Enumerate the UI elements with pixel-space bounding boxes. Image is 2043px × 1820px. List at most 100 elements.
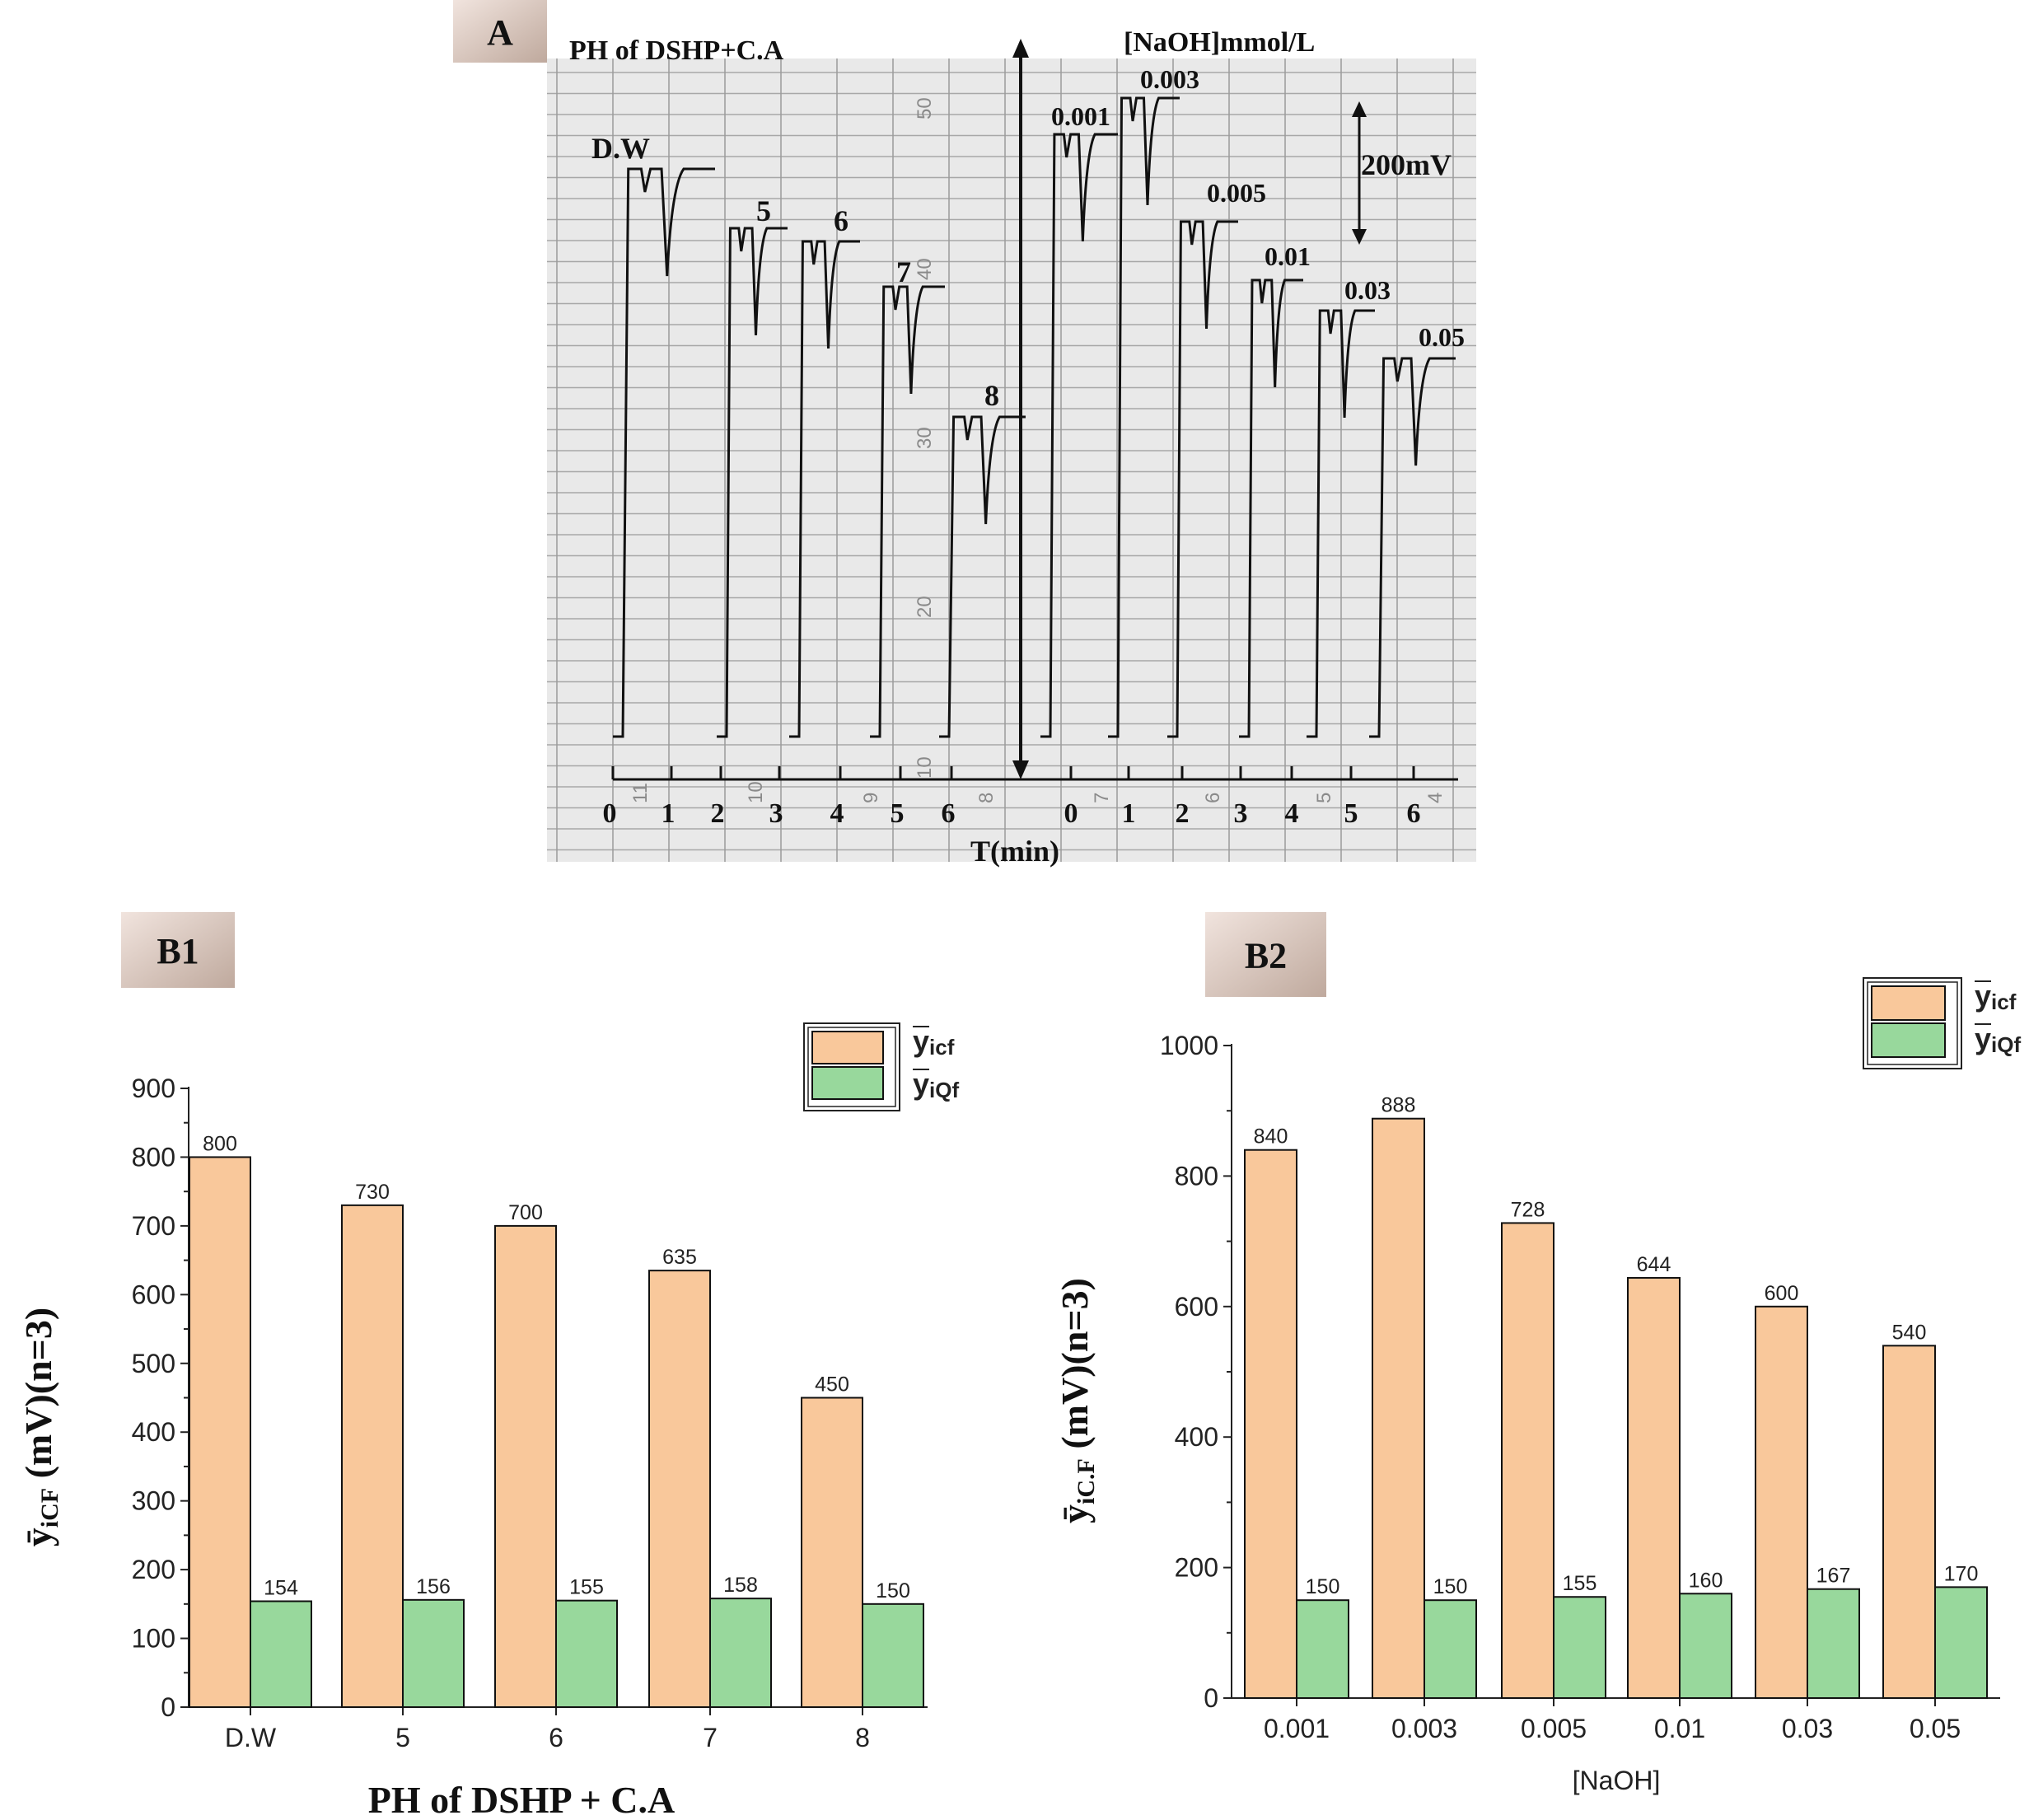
data-label: 150 (1306, 1575, 1340, 1598)
paper-number: 10 (745, 781, 767, 803)
panel-a-label-box (453, 0, 547, 63)
bar-icf (801, 1397, 863, 1708)
time-tick-label: 3 (769, 798, 783, 829)
x-tick-label: 0.05 (1910, 1714, 1961, 1743)
trace-label: 0.003 (1140, 64, 1199, 94)
time-tick-label: 1 (662, 798, 676, 829)
panel-b2-bar-chart: B2 0 200 400 600 800 1000 0.001 840 150 0.003 888 15… (1054, 912, 2021, 1795)
bar-iqf (555, 1599, 618, 1709)
y-tick-label: 700 (132, 1211, 175, 1241)
paper-number: 30 (914, 427, 936, 449)
bar-icf (189, 1156, 251, 1708)
paper-number: 40 (914, 258, 936, 280)
legend-inner (1867, 981, 1958, 1065)
data-label: 888 (1381, 1094, 1416, 1117)
data-label: 840 (1254, 1125, 1288, 1149)
trace-label: 0.01 (1265, 241, 1311, 271)
data-label: 450 (815, 1373, 849, 1397)
legend-subscript: iQf (1991, 1032, 2021, 1057)
data-label: 155 (1563, 1572, 1597, 1595)
paper-number: 9 (860, 793, 882, 803)
potential-trace (870, 285, 945, 738)
bar-iqf (1807, 1588, 1860, 1699)
data-label: 700 (508, 1201, 543, 1224)
x-tick-label: 0.005 (1521, 1714, 1587, 1743)
legend-inner (807, 1027, 896, 1107)
legend-subscript: icf (1991, 990, 2017, 1014)
y-tick-label: 800 (132, 1142, 175, 1172)
y-axis-subscript: iC.F (1073, 1458, 1100, 1504)
time-tick-label: 1 (1122, 798, 1136, 829)
x-tick-label: 5 (395, 1723, 410, 1752)
potential-trace (613, 167, 715, 738)
data-label: 730 (355, 1181, 390, 1204)
y-tick-label: 300 (132, 1486, 175, 1516)
paper-number: 50 (914, 97, 936, 119)
y-tick-label: 600 (1175, 1292, 1218, 1322)
x-axis-title: [NaOH] (1573, 1766, 1661, 1795)
legend-label: yiQf (1975, 1022, 2021, 1057)
time-tick-label: 2 (1176, 798, 1190, 829)
bar-iqf (862, 1602, 924, 1709)
bar-iqf (1679, 1593, 1732, 1700)
panel-b1-bar-chart: B1 0 100 200 300 400 500 600 700 800 900 D.W 800 154 5… (17, 912, 959, 1820)
y-tick-label: 0 (1204, 1683, 1218, 1713)
paper-number: 5 (1313, 793, 1335, 803)
legend-symbol: y (913, 1024, 929, 1058)
time-tick-label: 5 (891, 798, 905, 829)
x-tick-label: 0.03 (1782, 1714, 1833, 1743)
y-tick-label: 600 (132, 1280, 175, 1309)
y-axis-title: ȳiCF (mV)(n=3) (17, 1308, 63, 1546)
paper-number: 7 (1091, 793, 1113, 803)
trace-label: 7 (896, 255, 911, 288)
trace-label: 8 (984, 379, 999, 412)
trace-label: D.W (591, 132, 650, 165)
bar-iqf (250, 1600, 312, 1709)
legend-subscript: icf (929, 1035, 955, 1060)
legend-symbol: y (1975, 979, 1991, 1013)
legend-label: yicf (913, 1024, 955, 1060)
bar-iqf (1296, 1599, 1349, 1699)
data-label: 150 (1433, 1575, 1468, 1598)
data-label: 728 (1511, 1198, 1545, 1221)
bar-icf (494, 1224, 557, 1708)
arrow-head-up-icon (1352, 101, 1367, 117)
bar-icf (341, 1204, 404, 1709)
paper-number: 4 (1424, 793, 1447, 803)
legend-label: yiQf (913, 1067, 959, 1102)
arrow-head-down-icon (1012, 760, 1029, 779)
bar-icf (1882, 1345, 1936, 1699)
time-tick-label: 6 (1407, 798, 1421, 829)
y-tick-label: 900 (132, 1074, 175, 1103)
data-label: 600 (1765, 1282, 1799, 1305)
trace-label: 0.001 (1051, 101, 1110, 131)
y-tick-label: 200 (1175, 1553, 1218, 1583)
bar-icf (1372, 1117, 1425, 1699)
data-label: 170 (1944, 1562, 1979, 1585)
bar-iqf (1934, 1586, 1988, 1699)
paper-number: 8 (975, 793, 998, 803)
panel-b2-label-box (1205, 912, 1326, 997)
legend-label: yicf (1975, 979, 2017, 1014)
legend-swatch (811, 1031, 884, 1064)
left-title: PH of DSHP+C.A (569, 35, 784, 66)
data-label: 644 (1637, 1253, 1671, 1276)
x-tick-label: 7 (703, 1723, 718, 1752)
potential-trace (717, 227, 788, 738)
potential-trace (939, 415, 1026, 738)
legend-symbol: y (1975, 1022, 1991, 1055)
x-axis-title: T(min) (970, 835, 1059, 868)
bar-icf (1627, 1276, 1681, 1700)
x-axis-title: PH of DSHP + C.A (368, 1779, 676, 1820)
potential-trace (789, 240, 860, 738)
time-tick-label: 6 (942, 798, 956, 829)
arrow-head-up-icon (1012, 39, 1029, 58)
bar-icf (648, 1270, 711, 1708)
trace-label: 0.05 (1419, 322, 1465, 352)
data-label: 635 (662, 1246, 697, 1269)
time-tick-label: 2 (711, 798, 725, 829)
y-tick-label: 400 (1175, 1422, 1218, 1452)
x-tick-label: 0.003 (1391, 1714, 1457, 1743)
panel-b2-label: B2 (1245, 936, 1287, 976)
x-tick-label: 8 (855, 1723, 870, 1752)
